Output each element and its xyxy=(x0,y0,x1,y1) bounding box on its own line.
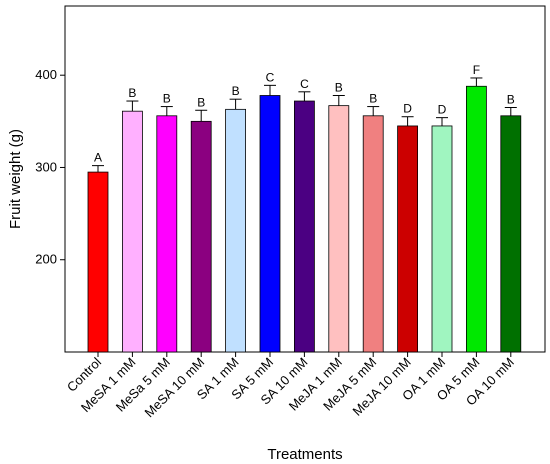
bar xyxy=(156,115,178,353)
significance-label: D xyxy=(403,102,412,116)
bar xyxy=(500,115,522,353)
significance-label: D xyxy=(438,103,447,117)
y-axis-title: Fruit weight (g) xyxy=(7,129,24,229)
bar xyxy=(397,125,419,353)
significance-label: B xyxy=(507,92,515,106)
bar xyxy=(87,171,109,353)
significance-label: B xyxy=(335,80,343,94)
bar xyxy=(431,125,453,353)
y-tick-label: 400 xyxy=(35,67,57,82)
y-tick-label: 300 xyxy=(35,159,57,174)
significance-label: C xyxy=(266,70,275,84)
significance-label: B xyxy=(197,95,205,109)
error-bars xyxy=(92,77,517,173)
bar xyxy=(465,85,487,353)
bar xyxy=(293,100,315,353)
significance-label: A xyxy=(94,151,102,165)
significance-label: B xyxy=(232,84,240,98)
bar xyxy=(328,105,350,353)
y-axis: 200 300 400 xyxy=(35,67,65,267)
significance-labels: A B B B B C C B B D D F B xyxy=(94,63,515,165)
significance-label: B xyxy=(128,86,136,100)
bars xyxy=(87,85,522,353)
bar xyxy=(225,108,247,353)
bar xyxy=(122,110,143,353)
significance-label: C xyxy=(300,77,309,91)
x-axis-title: Treatments xyxy=(267,446,342,463)
bar xyxy=(362,115,384,353)
y-tick-label: 200 xyxy=(35,252,57,267)
significance-label: B xyxy=(369,92,377,106)
bar xyxy=(190,120,212,353)
bar xyxy=(259,95,281,353)
significance-label: F xyxy=(473,63,480,77)
significance-label: B xyxy=(163,92,171,106)
